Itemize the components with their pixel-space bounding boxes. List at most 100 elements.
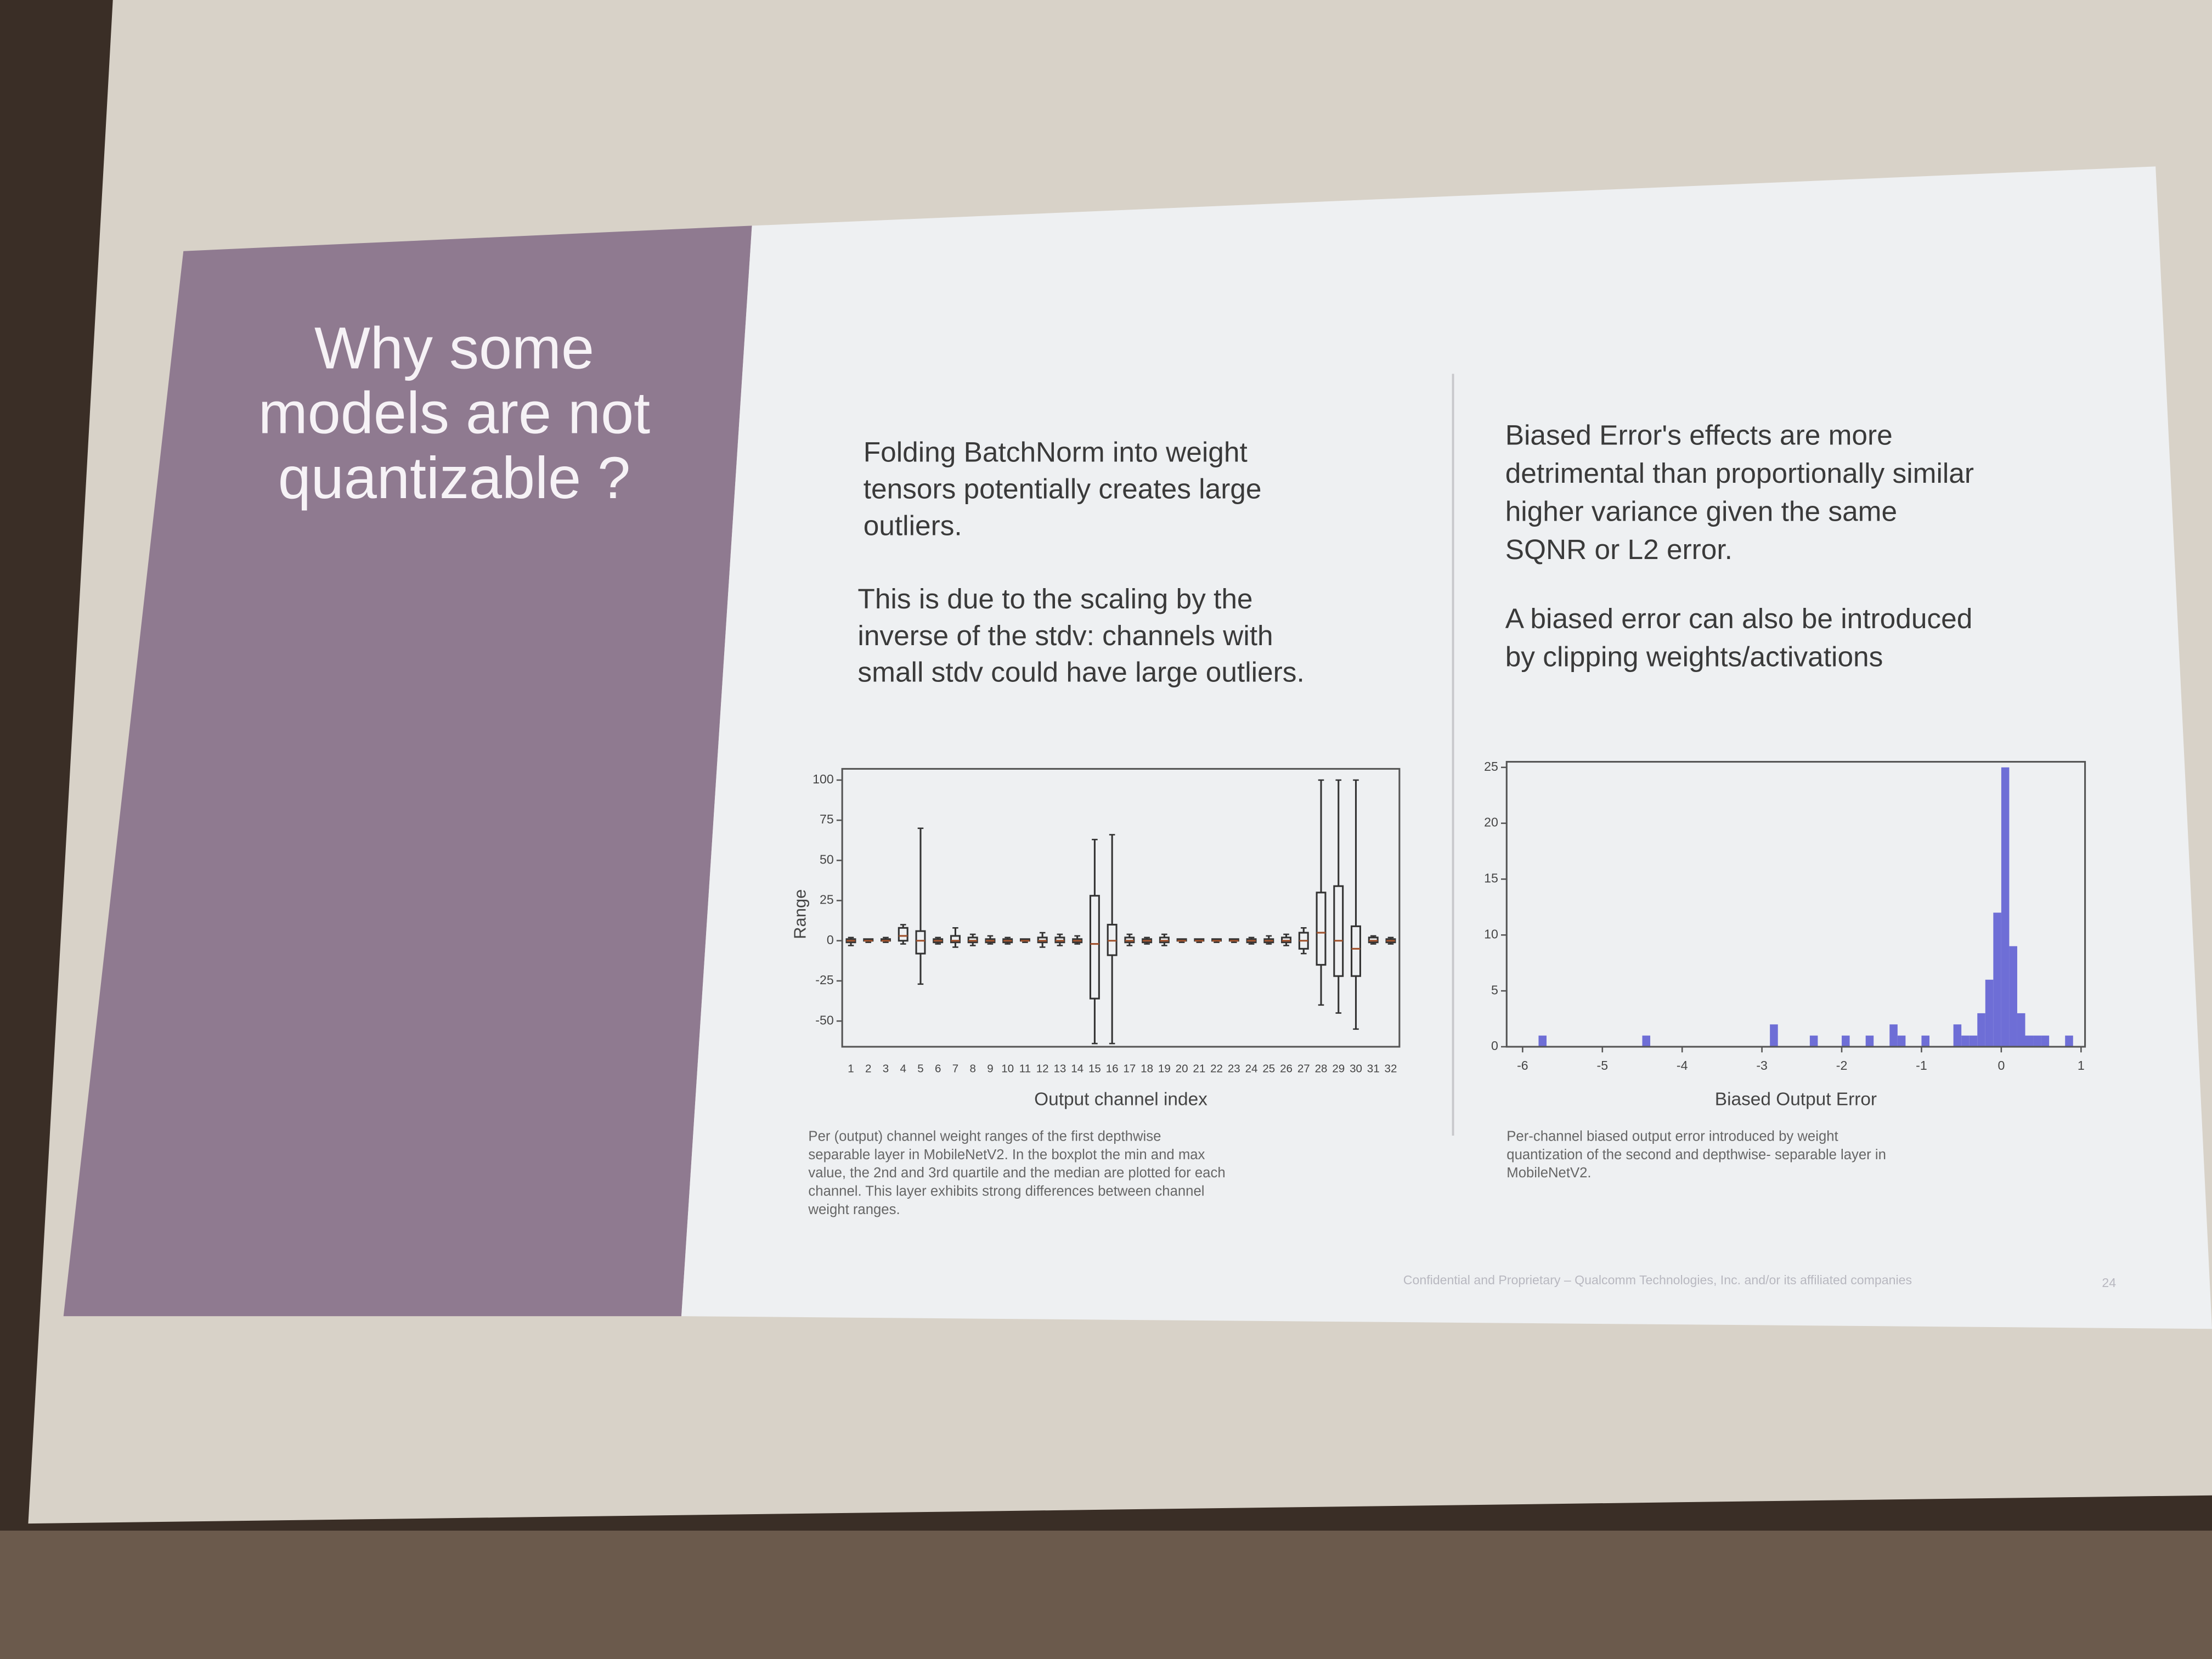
body-text: small stdv could have large outliers. [857, 656, 1304, 688]
caption: Per (output) channel weight ranges of th… [808, 1128, 1161, 1144]
page-number: 24 [2102, 1276, 2116, 1290]
slide-sidebar [63, 225, 752, 1317]
y-tick-label: -25 [815, 973, 833, 987]
body-text: A biased error can also be introduced [1505, 602, 1973, 634]
histogram-bar [1953, 1024, 1962, 1047]
y-tick-label: 5 [1491, 983, 1498, 997]
box [915, 930, 926, 955]
histogram-bar [1842, 1035, 1850, 1047]
histogram-bar [2041, 1035, 2050, 1047]
y-tick-label: 75 [820, 812, 834, 826]
histogram-bar [1538, 1035, 1547, 1047]
box [898, 927, 909, 942]
x-tick-label: 14 [1071, 1063, 1084, 1075]
caption: channel. This layer exhibits strong diff… [808, 1184, 1204, 1199]
box [950, 935, 961, 944]
body-text: by clipping weights/activations [1505, 640, 1883, 672]
x-tick-label: 9 [987, 1063, 993, 1075]
x-tick-label: -1 [1916, 1058, 1927, 1073]
histogram-bar [1985, 979, 1994, 1047]
y-tick-label: 15 [1484, 871, 1498, 885]
body-text: This is due to the scaling by the [857, 583, 1252, 614]
histogram-bar [1889, 1024, 1898, 1047]
histogram-bar [1969, 1035, 1978, 1047]
body-text: inverse of the stdv: channels with [857, 619, 1273, 651]
x-tick-label: 15 [1088, 1063, 1101, 1075]
x-axis-label: Biased Output Error [1715, 1090, 1877, 1110]
histogram-bar [1977, 1013, 1985, 1047]
x-tick-label: 11 [1019, 1063, 1031, 1075]
x-tick-label: 24 [1245, 1063, 1258, 1075]
histogram-bar [1921, 1035, 1930, 1047]
box [1089, 895, 1100, 1000]
x-tick-label: 19 [1158, 1063, 1171, 1075]
x-tick-label: 2 [865, 1063, 871, 1075]
x-tick-label: 17 [1123, 1063, 1136, 1075]
x-tick-label: 12 [1036, 1063, 1049, 1075]
x-tick-label: 30 [1350, 1063, 1362, 1075]
x-tick-label: 3 [883, 1063, 889, 1075]
x-tick-label: -2 [1836, 1058, 1848, 1073]
histogram-bar [2017, 1013, 2025, 1047]
slide-title: models are not [258, 380, 650, 446]
x-tick-label: 28 [1315, 1063, 1328, 1075]
x-tick-label: 7 [952, 1063, 958, 1075]
y-tick-label: 25 [820, 893, 834, 907]
body-text: tensors potentially creates large [864, 472, 1262, 504]
x-tick-label: 10 [1001, 1063, 1014, 1075]
y-tick-label: 25 [1484, 759, 1498, 774]
x-tick-label: 22 [1210, 1063, 1223, 1075]
plot-frame [841, 768, 1401, 1048]
histogram-bar [2033, 1035, 2041, 1047]
box [1316, 891, 1327, 966]
body-text: Folding BatchNorm into weight [864, 436, 1248, 468]
x-tick-label: 23 [1228, 1063, 1240, 1075]
histogram-bar [2065, 1035, 2073, 1047]
y-tick-label: -50 [815, 1013, 833, 1027]
body-text: Biased Error's effects are more [1505, 419, 1893, 451]
slide-body [681, 166, 2212, 1329]
caption: Per-channel biased output error introduc… [1506, 1128, 1838, 1144]
wall [0, 1531, 2212, 1659]
histogram-bar [2025, 1035, 2034, 1047]
x-tick-label: 31 [1367, 1063, 1380, 1075]
body-text: SQNR or L2 error. [1505, 533, 1733, 565]
caption: quantization of the second and depthwise… [1506, 1147, 1886, 1163]
x-tick-label: 20 [1176, 1063, 1188, 1075]
body-text: detrimental than proportionally similar [1505, 457, 1974, 489]
y-tick-label: 0 [827, 933, 834, 947]
x-tick-label: 16 [1106, 1063, 1119, 1075]
y-axis-label: Range [791, 889, 810, 939]
y-tick-label: 10 [1484, 927, 1498, 941]
caption: MobileNetV2. [1506, 1165, 1591, 1181]
x-tick-label: -4 [1677, 1058, 1688, 1073]
y-tick-label: 100 [812, 772, 834, 786]
x-tick-label: 21 [1193, 1063, 1205, 1075]
x-tick-label: 0 [1997, 1058, 2005, 1073]
slide-title: quantizable ? [278, 444, 631, 511]
y-tick-label: 0 [1491, 1039, 1498, 1053]
x-tick-label: 13 [1053, 1063, 1066, 1075]
histogram-bar [1809, 1035, 1818, 1047]
histogram-bar [1642, 1035, 1651, 1047]
x-tick-label: 4 [900, 1063, 906, 1075]
plot-frame [1505, 761, 2086, 1048]
x-tick-label: 6 [935, 1063, 941, 1075]
body-text: higher variance given the same [1505, 495, 1897, 527]
histogram-bar [1770, 1024, 1778, 1047]
x-tick-label: 5 [917, 1063, 923, 1075]
histogram-bar [1961, 1035, 1970, 1047]
x-tick-label: 29 [1332, 1063, 1345, 1075]
slide-title: Why some [314, 314, 594, 381]
x-tick-label: 8 [969, 1063, 975, 1075]
x-axis-label: Output channel index [1034, 1090, 1207, 1110]
caption: weight ranges. [808, 1202, 900, 1217]
x-tick-label: 1 [2078, 1058, 2085, 1073]
caption: value, the 2nd and 3rd quartile and the … [808, 1165, 1225, 1181]
x-tick-label: 18 [1141, 1063, 1153, 1075]
y-tick-label: 50 [820, 852, 834, 866]
x-tick-label: 26 [1280, 1063, 1293, 1075]
histogram-bar [1993, 912, 2001, 1047]
x-tick-label: -6 [1517, 1058, 1528, 1073]
